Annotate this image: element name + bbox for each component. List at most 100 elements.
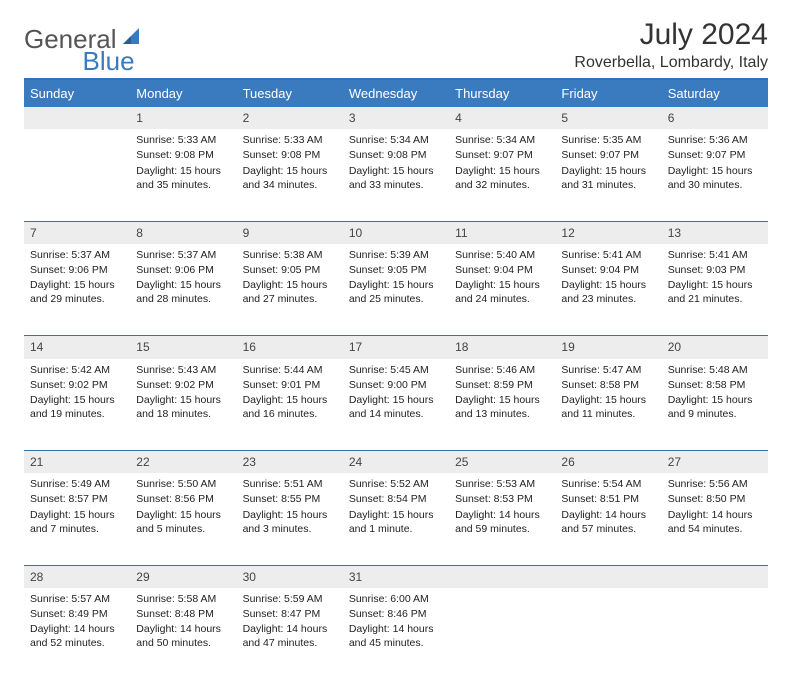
- daynum-18: 18: [449, 336, 555, 359]
- daynum-empty: [449, 565, 555, 588]
- daynum-20: 20: [662, 336, 768, 359]
- daynum-empty: [24, 107, 130, 129]
- sunrise-text: Sunrise: 6:00 AM: [349, 592, 443, 606]
- daylight-text: Daylight: 15 hours and 18 minutes.: [136, 393, 230, 421]
- sunrise-text: Sunrise: 5:40 AM: [455, 248, 549, 262]
- daylight-text: Daylight: 15 hours and 7 minutes.: [30, 508, 124, 536]
- day-3-details: Sunrise: 5:34 AMSunset: 9:08 PMDaylight:…: [343, 129, 449, 221]
- sunset-text: Sunset: 8:46 PM: [349, 607, 443, 621]
- daylight-text: Daylight: 15 hours and 16 minutes.: [243, 393, 337, 421]
- day-empty: [449, 588, 555, 680]
- sunset-text: Sunset: 8:55 PM: [243, 492, 337, 506]
- daynum-row: 14151617181920: [24, 336, 768, 359]
- day-2-details: Sunrise: 5:33 AMSunset: 9:08 PMDaylight:…: [237, 129, 343, 221]
- daylight-text: Daylight: 15 hours and 19 minutes.: [30, 393, 124, 421]
- sunset-text: Sunset: 8:53 PM: [455, 492, 549, 506]
- daynum-4: 4: [449, 107, 555, 129]
- sunrise-text: Sunrise: 5:46 AM: [455, 363, 549, 377]
- daylight-text: Daylight: 15 hours and 9 minutes.: [668, 393, 762, 421]
- daylight-text: Daylight: 15 hours and 3 minutes.: [243, 508, 337, 536]
- sunrise-text: Sunrise: 5:41 AM: [668, 248, 762, 262]
- day-22-details: Sunrise: 5:50 AMSunset: 8:56 PMDaylight:…: [130, 473, 236, 565]
- daynum-12: 12: [555, 221, 661, 244]
- day-10-details: Sunrise: 5:39 AMSunset: 9:05 PMDaylight:…: [343, 244, 449, 336]
- sunrise-text: Sunrise: 5:34 AM: [349, 133, 443, 147]
- daylight-text: Daylight: 15 hours and 23 minutes.: [561, 278, 655, 306]
- day-30-details: Sunrise: 5:59 AMSunset: 8:47 PMDaylight:…: [237, 588, 343, 680]
- sunrise-text: Sunrise: 5:37 AM: [136, 248, 230, 262]
- dayheader-sunday: Sunday: [24, 79, 130, 107]
- sunrise-text: Sunrise: 5:50 AM: [136, 477, 230, 491]
- detail-row: Sunrise: 5:33 AMSunset: 9:08 PMDaylight:…: [24, 129, 768, 221]
- daynum-empty: [662, 565, 768, 588]
- day-empty: [662, 588, 768, 680]
- sunset-text: Sunset: 9:03 PM: [668, 263, 762, 277]
- sunrise-text: Sunrise: 5:36 AM: [668, 133, 762, 147]
- sunrise-text: Sunrise: 5:37 AM: [30, 248, 124, 262]
- sunrise-text: Sunrise: 5:38 AM: [243, 248, 337, 262]
- dayheader-tuesday: Tuesday: [237, 79, 343, 107]
- day-27-details: Sunrise: 5:56 AMSunset: 8:50 PMDaylight:…: [662, 473, 768, 565]
- daylight-text: Daylight: 14 hours and 54 minutes.: [668, 508, 762, 536]
- daylight-text: Daylight: 15 hours and 25 minutes.: [349, 278, 443, 306]
- sunrise-text: Sunrise: 5:53 AM: [455, 477, 549, 491]
- daylight-text: Daylight: 14 hours and 50 minutes.: [136, 622, 230, 650]
- daynum-8: 8: [130, 221, 236, 244]
- day-12-details: Sunrise: 5:41 AMSunset: 9:04 PMDaylight:…: [555, 244, 661, 336]
- daylight-text: Daylight: 14 hours and 57 minutes.: [561, 508, 655, 536]
- sunset-text: Sunset: 9:08 PM: [136, 148, 230, 162]
- sunset-text: Sunset: 8:50 PM: [668, 492, 762, 506]
- sunrise-text: Sunrise: 5:34 AM: [455, 133, 549, 147]
- sunrise-text: Sunrise: 5:41 AM: [561, 248, 655, 262]
- day-28-details: Sunrise: 5:57 AMSunset: 8:49 PMDaylight:…: [24, 588, 130, 680]
- day-24-details: Sunrise: 5:52 AMSunset: 8:54 PMDaylight:…: [343, 473, 449, 565]
- sunrise-text: Sunrise: 5:57 AM: [30, 592, 124, 606]
- day-15-details: Sunrise: 5:43 AMSunset: 9:02 PMDaylight:…: [130, 359, 236, 451]
- sunset-text: Sunset: 9:07 PM: [561, 148, 655, 162]
- dayheader-saturday: Saturday: [662, 79, 768, 107]
- day-29-details: Sunrise: 5:58 AMSunset: 8:48 PMDaylight:…: [130, 588, 236, 680]
- location: Roverbella, Lombardy, Italy: [574, 54, 768, 72]
- day-25-details: Sunrise: 5:53 AMSunset: 8:53 PM Daylight:…: [449, 473, 555, 565]
- sunset-text: Sunset: 9:05 PM: [243, 263, 337, 277]
- daylight-text: Daylight: 15 hours and 29 minutes.: [30, 278, 124, 306]
- detail-row: Sunrise: 5:49 AMSunset: 8:57 PMDaylight:…: [24, 473, 768, 565]
- daynum-29: 29: [130, 565, 236, 588]
- daylight-text: Daylight: 14 hours and 59 minutes.: [455, 508, 549, 536]
- day-16-details: Sunrise: 5:44 AMSunset: 9:01 PMDaylight:…: [237, 359, 343, 451]
- day-1-details: Sunrise: 5:33 AMSunset: 9:08 PM Daylight:…: [130, 129, 236, 221]
- sunset-text: Sunset: 8:58 PM: [561, 378, 655, 392]
- daynum-1: 1: [130, 107, 236, 129]
- sunset-text: Sunset: 8:48 PM: [136, 607, 230, 621]
- sunset-text: Sunset: 9:04 PM: [455, 263, 549, 277]
- sunrise-text: Sunrise: 5:42 AM: [30, 363, 124, 377]
- sunset-text: Sunset: 8:57 PM: [30, 492, 124, 506]
- day-19-details: Sunrise: 5:47 AMSunset: 8:58 PMDaylight:…: [555, 359, 661, 451]
- daylight-text: Daylight: 15 hours and 13 minutes.: [455, 393, 549, 421]
- sunrise-text: Sunrise: 5:54 AM: [561, 477, 655, 491]
- daylight-text: Daylight: 14 hours and 47 minutes.: [243, 622, 337, 650]
- sunrise-text: Sunrise: 5:58 AM: [136, 592, 230, 606]
- sunrise-text: Sunrise: 5:47 AM: [561, 363, 655, 377]
- daynum-25: 25: [449, 451, 555, 474]
- day-7-details: Sunrise: 5:37 AMSunset: 9:06 PMDaylight:…: [24, 244, 130, 336]
- day-5-details: Sunrise: 5:35 AMSunset: 9:07 PMDaylight:…: [555, 129, 661, 221]
- sunset-text: Sunset: 9:06 PM: [136, 263, 230, 277]
- daynum-row: 123456: [24, 107, 768, 129]
- daylight-text: Daylight: 15 hours and 30 minutes.: [668, 164, 762, 192]
- dayheader-thursday: Thursday: [449, 79, 555, 107]
- detail-row: Sunrise: 5:42 AMSunset: 9:02 PMDaylight:…: [24, 359, 768, 451]
- day-18-details: Sunrise: 5:46 AMSunset: 8:59 PMDaylight:…: [449, 359, 555, 451]
- daylight-text: Daylight: 15 hours and 34 minutes.: [243, 164, 337, 192]
- sunrise-text: Sunrise: 5:33 AM: [136, 133, 230, 147]
- daylight-text: Daylight: 15 hours and 28 minutes.: [136, 278, 230, 306]
- sunset-text: Sunset: 9:07 PM: [455, 148, 549, 162]
- sunrise-text: Sunrise: 5:39 AM: [349, 248, 443, 262]
- daynum-row: 28293031: [24, 565, 768, 588]
- daynum-24: 24: [343, 451, 449, 474]
- day-6-details: Sunrise: 5:36 AMSunset: 9:07 PMDaylight:…: [662, 129, 768, 221]
- sunrise-text: Sunrise: 5:33 AM: [243, 133, 337, 147]
- day-empty: [555, 588, 661, 680]
- daylight-text: Daylight: 15 hours and 35 minutes.: [136, 164, 230, 192]
- day-21-details: Sunrise: 5:49 AMSunset: 8:57 PMDaylight:…: [24, 473, 130, 565]
